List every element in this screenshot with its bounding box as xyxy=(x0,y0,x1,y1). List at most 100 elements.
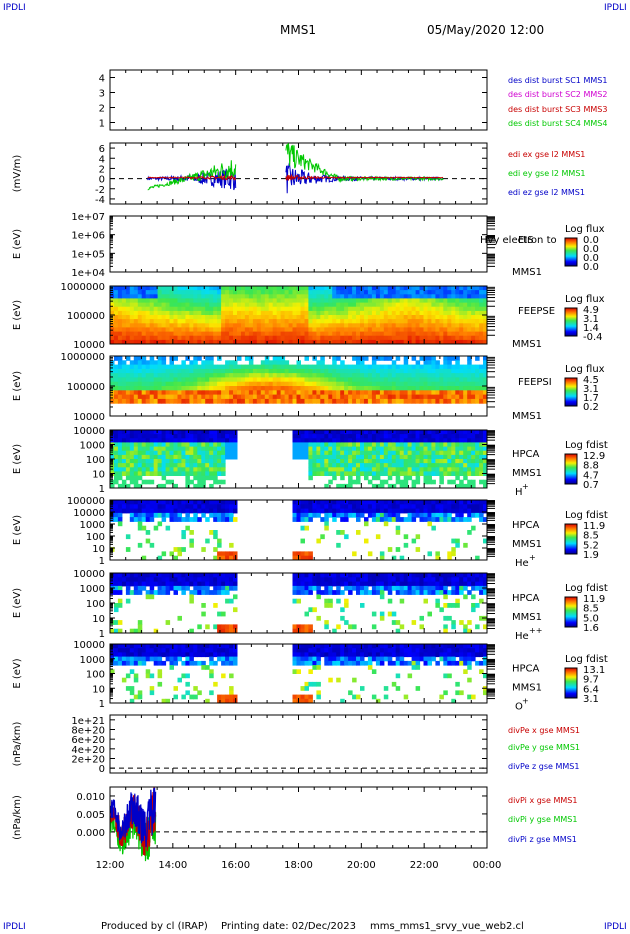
ytick-label: 4 xyxy=(99,74,105,85)
colorbar-tick: 11.9 xyxy=(583,521,605,532)
ytick-label: 100 xyxy=(86,455,105,466)
colorbar-title: Log flux xyxy=(565,364,605,375)
ytick-label: 100 xyxy=(86,670,105,681)
panel-feepse: 1000000 100000 10000 E (eV) FEEPSE MMS1 Log fl… xyxy=(12,282,605,351)
legend-entry: divPe y gse MMS1 xyxy=(508,743,580,752)
legend-entry: des dist burst SC4 MMS4 xyxy=(508,119,607,128)
heatmap-hpca-h xyxy=(110,430,488,489)
colorbar-title: Log flux xyxy=(565,224,605,235)
ylabel: E (eV) xyxy=(12,444,23,474)
ylabel: E (eV) xyxy=(12,300,23,330)
ytick-label: 100000 xyxy=(67,496,105,507)
panel-frame-eis xyxy=(109,215,488,273)
legend-entry: des dist burst SC1 MMS1 xyxy=(508,76,607,85)
ytick-label: 1e+04 xyxy=(71,268,105,279)
ytick-label: 10 xyxy=(92,614,105,625)
ytick-label: 4e+20 xyxy=(71,745,105,756)
footer-script: mms_mms1_srvy_vue_web2.cl xyxy=(370,921,524,932)
heatmap-feepsi xyxy=(110,356,488,404)
heatmap-hpca-o xyxy=(110,644,488,704)
colorbar-tick: 0.0 xyxy=(583,244,599,255)
panel-hpca-he2: 10000 1000 100 10 1 E (eV) HPCA MMS1 He++ Log fdi… xyxy=(12,569,608,642)
series-line xyxy=(147,173,444,181)
ytick-label: 1000000 xyxy=(60,352,105,363)
legend-entry: divPi y gse MMS1 xyxy=(508,815,577,824)
time-tick-label: 00:00 xyxy=(473,860,502,871)
ytick-label: 10000 xyxy=(73,412,105,423)
ytick-label: 2 xyxy=(99,164,105,175)
spacecraft-title: MMS1 xyxy=(280,23,316,37)
ytick-label: 2 xyxy=(99,104,105,115)
ylabel: (mV/m) xyxy=(12,155,23,193)
heatmap-hpca-he2 xyxy=(110,573,488,634)
colorbar-title: Log fdist xyxy=(565,654,608,665)
colorbar-tick: 5.2 xyxy=(583,540,599,551)
colorbar-tick: 0.2 xyxy=(583,402,599,413)
corner-tag-top-left: IPDLI xyxy=(3,3,26,13)
side-label: HPCA xyxy=(512,520,540,531)
colorbar-tick: 0.0 xyxy=(583,235,599,246)
ytick-label: 10000 xyxy=(73,569,105,580)
ytick-label: 3 xyxy=(99,89,105,100)
side-label: MMS1 xyxy=(512,411,542,422)
ylabel: E (eV) xyxy=(12,371,23,401)
colorbar-tick: 1.9 xyxy=(583,550,599,561)
time-tick-label: 14:00 xyxy=(158,860,187,871)
colorbar-tick: 8.5 xyxy=(583,604,599,615)
colorbar-title: Log fdist xyxy=(565,510,608,521)
ytick-label: 10 xyxy=(92,470,105,481)
corner-tag-bottom-left: IPDLI xyxy=(3,922,26,932)
ytick-label: 10 xyxy=(92,544,105,555)
legend-entry: divPi x gse MMS1 xyxy=(508,796,577,805)
colorbar-tick: 13.1 xyxy=(583,665,605,676)
ytick-label: 1000 xyxy=(80,655,105,666)
time-tick-label: 20:00 xyxy=(347,860,376,871)
ylabel: (nPa/km) xyxy=(12,722,23,767)
colorbar-tick: 0.7 xyxy=(583,480,599,491)
side-label: MMS1 xyxy=(512,539,542,550)
series-line xyxy=(110,787,157,848)
colorbar-tick: 8.8 xyxy=(583,461,599,472)
colorbar xyxy=(564,237,578,267)
species-label: H xyxy=(515,487,523,498)
colorbar-tick: 12.9 xyxy=(583,451,605,462)
heatmap-feepse xyxy=(110,286,488,345)
species-sup: + xyxy=(522,482,529,491)
ytick-label: 100 xyxy=(86,532,105,543)
side-label: MMS1 xyxy=(512,339,542,350)
colorbar-tick: 9.7 xyxy=(583,675,599,686)
ytick-label: 10000 xyxy=(73,340,105,351)
colorbar xyxy=(564,596,578,628)
colorbar-tick: -0.4 xyxy=(583,332,603,343)
ytick-label: 1000 xyxy=(80,584,105,595)
legend-entry: edi ex gse l2 MMS1 xyxy=(508,150,585,159)
colorbar-tick: 3.1 xyxy=(583,314,599,325)
time-tick-label: 16:00 xyxy=(221,860,250,871)
species-label: O xyxy=(515,702,523,713)
panel-eis: 1e+07 1e+06 1e+05 1e+04 E (eV) EIS MMS1 Hvy ele… xyxy=(12,212,605,279)
colorbar-tick: 3.1 xyxy=(583,694,599,705)
side-label: MMS1 xyxy=(512,468,542,479)
colorbar-tick: 3.1 xyxy=(583,384,599,395)
corner-tag-top-right: IPDLI xyxy=(604,3,627,13)
ytick-label: 1e+07 xyxy=(71,212,105,223)
colorbar-tick: 0.0 xyxy=(583,253,599,264)
time-tick-label: 12:00 xyxy=(96,860,125,871)
series-line xyxy=(147,143,444,191)
colorbar-tick: 1.6 xyxy=(583,623,599,634)
panel-frame-des-dist-burst xyxy=(109,69,488,131)
legend-entry: divPe x gse MMS1 xyxy=(508,726,580,735)
ylabel: E (eV) xyxy=(12,588,23,618)
legend-entry: des dist burst SC2 MMS2 xyxy=(508,90,607,99)
panel-des-dist-burst: 4 3 2 1 des dist burst SC1 MMS1 des dist burs… xyxy=(99,69,607,131)
colorbar-tick: 1.4 xyxy=(583,323,599,334)
side-label: MMS1 xyxy=(512,612,542,623)
panel-hpca-o: 10000 1000 100 10 1 E (eV) HPCA MMS1 O+ Log fdist… xyxy=(12,640,608,713)
ytick-label: 1e+05 xyxy=(71,249,105,260)
side-label: HPCA xyxy=(512,664,540,675)
ytick-label: -2 xyxy=(95,185,105,196)
ytick-label: 0.000 xyxy=(76,828,105,839)
colorbar-tick: 1.7 xyxy=(583,393,599,404)
ytick-label: 1 xyxy=(99,629,105,640)
